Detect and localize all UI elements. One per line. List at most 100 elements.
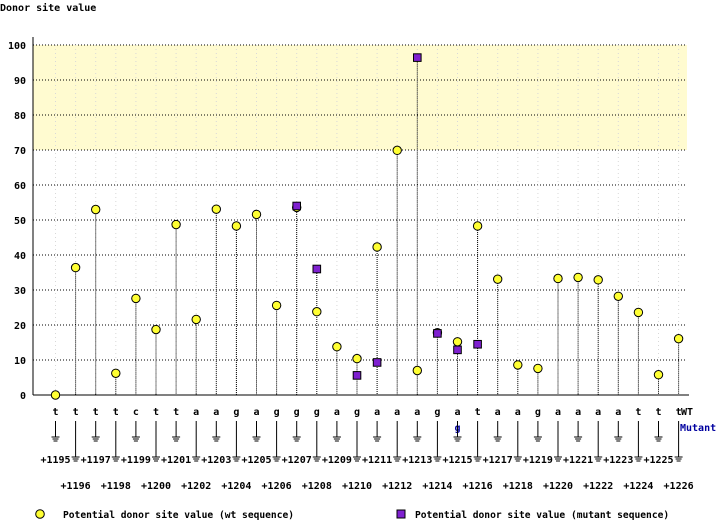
wt-base-label: t xyxy=(475,407,481,418)
position-label: +1196 xyxy=(61,481,91,492)
position-label: +1211 xyxy=(362,455,392,466)
position-label: +1195 xyxy=(40,455,70,466)
position-label: +1221 xyxy=(563,455,593,466)
wt-base-label: t xyxy=(676,407,682,418)
wt-base-label: a xyxy=(454,407,460,418)
wt-base-label: a xyxy=(595,407,601,418)
position-label: +1198 xyxy=(101,481,131,492)
highlight-band xyxy=(33,45,687,150)
position-label: +1217 xyxy=(483,455,513,466)
wt-point xyxy=(472,221,483,231)
y-axis-title: Donor site value xyxy=(0,2,96,14)
position-label: +1205 xyxy=(241,455,271,466)
position-label: +1207 xyxy=(282,455,312,466)
wt-point xyxy=(231,221,242,231)
position-label: +1219 xyxy=(523,455,553,466)
mutant-point xyxy=(473,339,482,349)
position-label: +1202 xyxy=(181,481,211,492)
position-label: +1213 xyxy=(402,455,432,466)
wt-base-label: t xyxy=(113,407,119,418)
wt-base-label: g xyxy=(233,407,239,418)
wt-base-label: g xyxy=(535,407,541,418)
position-label: +1223 xyxy=(603,455,633,466)
position-label: +1214 xyxy=(422,481,452,492)
position-label: +1199 xyxy=(121,455,151,466)
wt-point xyxy=(131,293,141,304)
wt-point xyxy=(372,242,382,252)
wt-base-label: a xyxy=(414,407,420,418)
wt-point xyxy=(312,307,322,317)
mutant-point xyxy=(453,345,462,355)
position-label: +1225 xyxy=(643,455,673,466)
position-label: +1206 xyxy=(262,481,292,492)
stems xyxy=(75,57,680,395)
y-tick-label: 10 xyxy=(14,356,26,367)
wt-point xyxy=(171,219,181,230)
wt-point xyxy=(50,390,61,400)
wt-base-label: a xyxy=(575,407,581,418)
position-label: +1220 xyxy=(543,481,573,492)
mutant-point xyxy=(433,329,442,338)
wt-base-label: t xyxy=(153,407,159,418)
wt-point xyxy=(70,262,81,273)
position-label: +1209 xyxy=(322,455,352,466)
wt-point xyxy=(573,272,583,283)
wt-point xyxy=(513,360,523,370)
position-label: +1203 xyxy=(201,455,231,466)
wt-base-label: a xyxy=(495,407,501,418)
wt-base-label: c xyxy=(133,407,139,418)
position-label: +1208 xyxy=(302,481,332,492)
wt-base-label: a xyxy=(394,407,400,418)
wt-point xyxy=(191,314,201,325)
legend-mutant-label: Potential donor site value (mutant seque… xyxy=(415,509,669,520)
position-label: +1216 xyxy=(463,481,493,492)
wt-base-label: a xyxy=(615,407,621,418)
wt-point xyxy=(91,204,101,215)
wt-point xyxy=(211,204,222,214)
position-label: +1210 xyxy=(342,481,372,492)
legend-mutant-marker xyxy=(396,509,406,519)
wt-point xyxy=(613,291,623,301)
wt-base-label: g xyxy=(354,407,360,418)
y-tick-label: 90 xyxy=(14,76,26,87)
wt-point xyxy=(633,307,644,318)
wt-point xyxy=(111,368,121,378)
wt-point xyxy=(533,363,543,374)
y-tick-label: 100 xyxy=(8,41,26,52)
mutant-point xyxy=(352,371,362,380)
mutant-point xyxy=(372,358,382,367)
wt-base-label: g xyxy=(314,407,320,418)
position-label: +1197 xyxy=(81,455,111,466)
position-label: +1201 xyxy=(161,455,191,466)
wt-point xyxy=(653,370,664,380)
position-label: +1204 xyxy=(221,481,251,492)
mutant-point xyxy=(292,201,301,211)
legend-wt-label: Potential donor site value (wt sequence) xyxy=(63,509,294,520)
wt-point xyxy=(593,275,603,285)
wt-base-label: a xyxy=(213,407,219,418)
wt-base-label: t xyxy=(52,407,58,418)
wt-base-label: g xyxy=(434,407,440,418)
wt-point xyxy=(493,274,503,284)
mutant-row-label: Mutant xyxy=(680,423,716,434)
gridlines xyxy=(33,44,687,395)
position-label: +1212 xyxy=(382,481,412,492)
y-tick-label: 40 xyxy=(14,251,26,262)
mutant-point xyxy=(312,264,322,274)
wt-point xyxy=(553,273,563,284)
wt-base-label: a xyxy=(374,407,380,418)
wt-base-label: a xyxy=(334,407,340,418)
wt-base-label: g xyxy=(294,407,300,418)
mutant-point xyxy=(413,53,422,62)
legend-wt-marker xyxy=(35,509,45,519)
wt-base-label: t xyxy=(173,407,179,418)
wt-point xyxy=(352,353,362,364)
legend: Potential donor site value (wt sequence)… xyxy=(35,509,669,520)
y-tick-label: 0 xyxy=(20,391,26,402)
wt-base-label: t xyxy=(73,407,79,418)
y-tick-label: 30 xyxy=(14,286,26,297)
wt-point xyxy=(332,342,342,352)
wt-base-label: a xyxy=(555,407,561,418)
markers xyxy=(50,53,684,400)
